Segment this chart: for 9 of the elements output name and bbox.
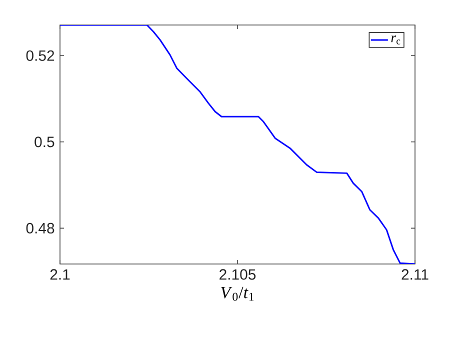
x-tick-label: 2.1 bbox=[50, 269, 70, 280]
x-tick-label: 2.11 bbox=[402, 269, 428, 280]
y-tick-label: 0.48 bbox=[26, 222, 54, 234]
line-series bbox=[60, 24, 416, 264]
legend-label: r$_{c}$ bbox=[391, 36, 400, 44]
y-tick-label: 0.52 bbox=[26, 50, 54, 61]
x-tick-label: 2.105 bbox=[220, 269, 256, 280]
x-axis-title: V$_{0}$/t$_{1}$ bbox=[221, 286, 254, 301]
y-tick-label: 0.5 bbox=[34, 136, 54, 148]
